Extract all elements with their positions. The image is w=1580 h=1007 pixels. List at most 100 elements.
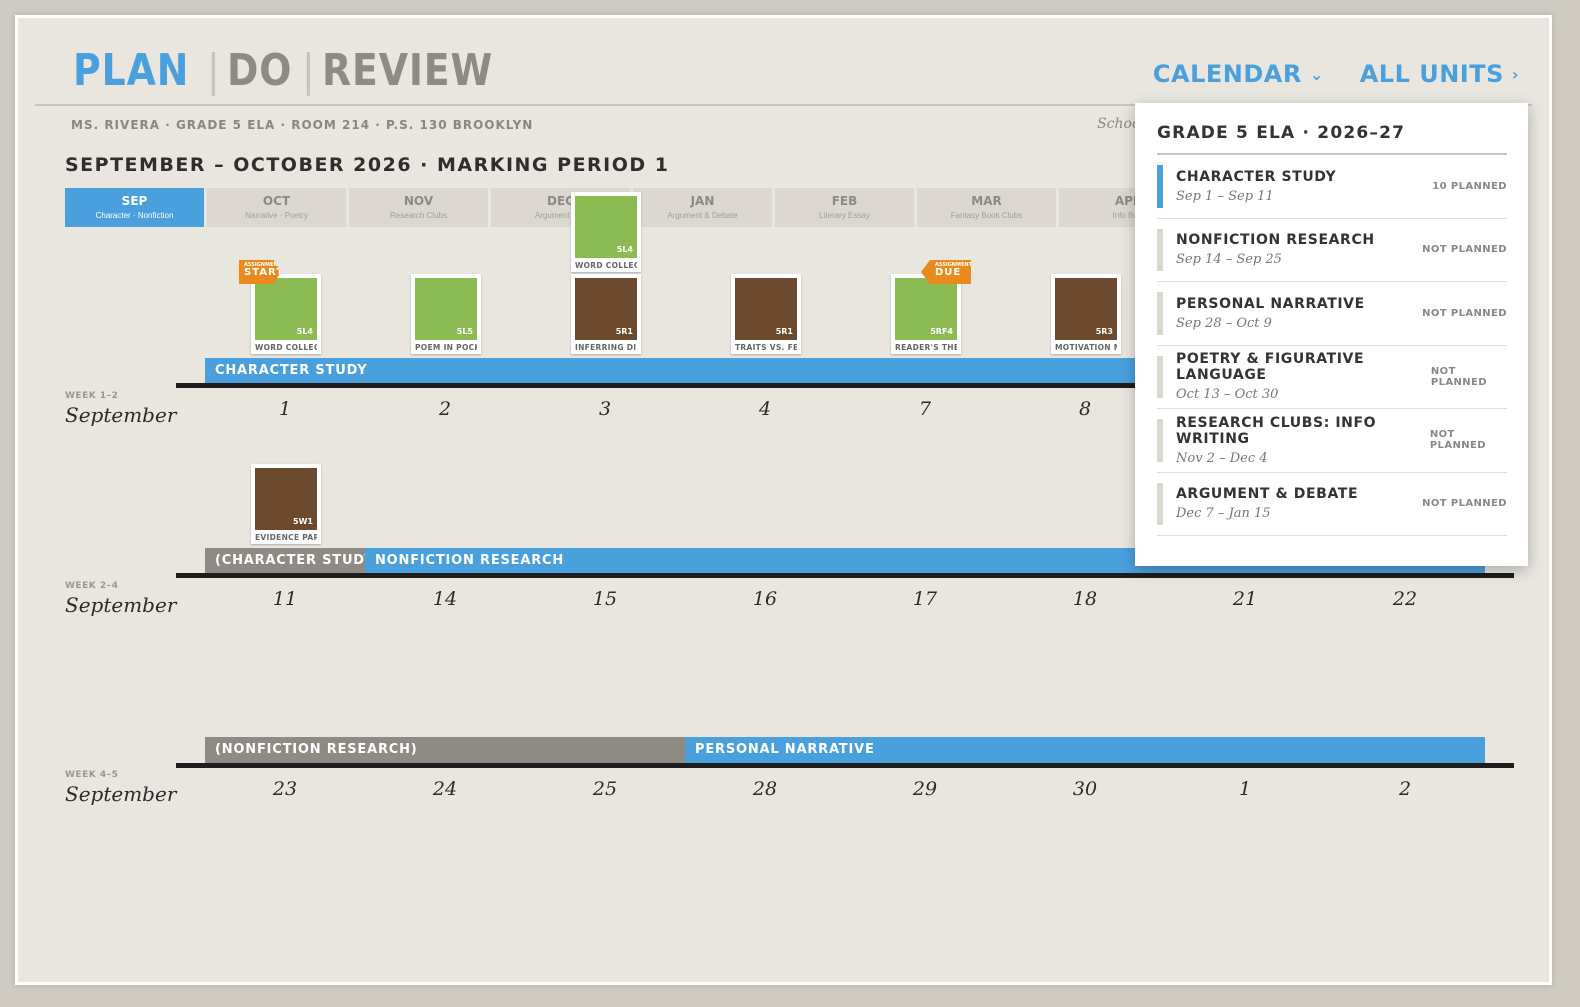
month-units: Literary Essay (819, 211, 870, 220)
standard-code: 5L5 (456, 327, 473, 336)
nav-divider: | (207, 44, 220, 96)
lesson-card[interactable]: 5RF4 READER'S THE... (891, 274, 961, 354)
unit-menu-item-research-clubs[interactable]: RESEARCH CLUBS: INFO WRITING Nov 2 – Dec… (1157, 409, 1507, 473)
month-name: OCT (262, 194, 291, 208)
day-number[interactable]: 23 (272, 778, 298, 800)
lesson-title: READER'S THE... (895, 343, 957, 352)
tab-do[interactable]: DO (227, 44, 293, 96)
day-number[interactable]: 29 (912, 778, 938, 800)
unit-name: POETRY & FIGURATIVE LANGUAGE (1176, 351, 1365, 384)
standard-code: 5R3 (1095, 327, 1113, 336)
day-number[interactable]: 1 (278, 398, 292, 420)
assignment-start-flag[interactable]: ASSIGNMENT START (239, 260, 281, 284)
lesson-card[interactable]: 5R1 INFERRING DI... (571, 274, 641, 354)
day-number[interactable]: 14 (432, 588, 458, 610)
unit-status: NOT PLANNED (1422, 307, 1507, 319)
unit-bar-character-study-continued[interactable]: (CHARACTER STUDY) (205, 548, 365, 574)
lesson-card[interactable]: 5W1 EVIDENCE PAR... (251, 464, 321, 544)
unit-bar-nonfiction-research-continued[interactable]: (NONFICTION RESEARCH) (205, 737, 685, 763)
day-number[interactable]: 22 (1392, 588, 1418, 610)
unit-menu-item-nonfiction-research[interactable]: NONFICTION RESEARCH Sep 14 – Sep 25 NOT … (1157, 219, 1507, 282)
standard-code: 5L4 (296, 327, 313, 336)
calendar-label: CALENDAR (1152, 60, 1302, 88)
month-tab-jan[interactable]: JAN Argument & Debate (633, 188, 772, 227)
day-number[interactable]: 24 (432, 778, 458, 800)
standard-code: 5R1 (775, 327, 793, 336)
header-divider (35, 104, 1532, 106)
unit-menu-item-personal-narrative[interactable]: PERSONAL NARRATIVE Sep 28 – Oct 9 NOT PL… (1157, 282, 1507, 346)
lesson-thumbnail: 5R1 (575, 278, 637, 340)
day-number[interactable]: 21 (1232, 588, 1258, 610)
unit-menu-item-character-study[interactable]: CHARACTER STUDY Sep 1 – Sep 11 10 PLANNE… (1157, 155, 1507, 219)
unit-status: NOT PLANNED (1429, 429, 1486, 452)
month-name: SEP (121, 194, 148, 208)
lesson-thumbnail: 5R3 (1055, 278, 1117, 340)
month-units: Fantasy Book Clubs (950, 211, 1023, 220)
standard-code: 5R1 (615, 327, 633, 336)
calendar-dropdown-button[interactable]: CALENDAR ⌄ (1153, 60, 1324, 88)
lesson-title: MOTIVATION M... (1055, 343, 1117, 352)
week-range-label: WEEK 1–2 (65, 391, 119, 401)
lesson-thumbnail: 5L5 (415, 278, 477, 340)
lesson-thumbnail: 5L4 (255, 278, 317, 340)
day-number[interactable]: 1 (1238, 778, 1252, 800)
lesson-thumbnail: 5R1 (735, 278, 797, 340)
unit-name: RESEARCH CLUBS: INFO WRITING (1176, 414, 1377, 447)
month-tab-nov[interactable]: NOV Research Clubs (349, 188, 488, 227)
day-number[interactable]: 30 (1072, 778, 1098, 800)
unit-menu-item-poetry[interactable]: POETRY & FIGURATIVE LANGUAGE Oct 13 – Oc… (1157, 346, 1507, 409)
month-name: JAN (690, 194, 715, 208)
month-tab-oct[interactable]: OCT Narrative · Poetry (207, 188, 346, 227)
unit-status: NOT PLANNED (1422, 244, 1507, 256)
unit-bar-personal-narrative[interactable]: PERSONAL NARRATIVE (685, 737, 1485, 763)
month-tab-sep[interactable]: SEP Character · Nonfiction (65, 188, 204, 227)
day-number[interactable]: 18 (1072, 588, 1098, 610)
month-units: Argument & ... (534, 211, 587, 220)
header-links: CALENDAR ⌄ ALL UNITS › (1153, 60, 1519, 88)
day-number[interactable]: 11 (272, 588, 298, 610)
day-number[interactable]: 8 (1078, 398, 1092, 420)
lesson-card[interactable]: 5R3 MOTIVATION M... (1051, 274, 1121, 354)
lesson-thumbnail: 5RF4 (895, 278, 957, 340)
day-number[interactable]: 28 (752, 778, 778, 800)
tab-plan[interactable]: PLAN (73, 44, 190, 96)
tab-review[interactable]: REVIEW (321, 44, 493, 96)
day-number[interactable]: 4 (758, 398, 772, 420)
month-tab-mar[interactable]: MAR Fantasy Book Clubs (917, 188, 1056, 227)
standard-code: 5RF4 (930, 327, 953, 336)
standard-code: 5W1 (293, 517, 313, 526)
all-units-link[interactable]: ALL UNITS › (1360, 60, 1519, 88)
day-number[interactable]: 2 (1398, 778, 1412, 800)
units-dropdown-menu: GRADE 5 ELA · 2026–27 CHARACTER STUDY Se… (1135, 103, 1528, 566)
unit-name: NONFICTION RESEARCH (1176, 232, 1375, 249)
day-number[interactable]: 25 (592, 778, 618, 800)
day-number[interactable]: 17 (912, 588, 938, 610)
unit-dates: Sep 28 – Oct 9 (1176, 315, 1272, 331)
lesson-thumbnail: 5L4 (575, 196, 637, 258)
month-tab-feb[interactable]: FEB Literary Essay (775, 188, 914, 227)
month-strip: SEP Character · Nonfiction OCT Narrative… (65, 188, 1198, 227)
flag-label: DUE (935, 267, 962, 278)
unit-status: 10 PLANNED (1432, 180, 1507, 192)
chevron-down-icon: ⌄ (1309, 64, 1324, 84)
lesson-card[interactable]: 5L4 WORD COLLEC... (571, 192, 641, 272)
lesson-card[interactable]: 5R1 TRAITS VS. FE... (731, 274, 801, 354)
day-number[interactable]: 7 (918, 398, 932, 420)
lesson-title: WORD COLLEC... (255, 343, 317, 352)
lesson-card[interactable]: 5L4 WORD COLLEC... (251, 274, 321, 354)
day-number[interactable]: 2 (438, 398, 452, 420)
month-name: FEB (831, 194, 858, 208)
week-range-label: WEEK 2–4 (65, 581, 119, 591)
week-month-label: September (65, 593, 177, 617)
day-number[interactable]: 16 (752, 588, 778, 610)
assignment-due-flag[interactable]: ASSIGNMENT DUE (921, 260, 971, 284)
day-number[interactable]: 15 (592, 588, 618, 610)
month-units: Info Bo... (1112, 211, 1145, 220)
day-number[interactable]: 3 (598, 398, 612, 420)
flag-label: START (244, 267, 285, 278)
unit-name: CHARACTER STUDY (1176, 168, 1337, 185)
lesson-card[interactable]: 5L5 POEM IN POCK... (411, 274, 481, 354)
week-baseline (176, 573, 1514, 578)
unit-menu-item-argument-debate[interactable]: ARGUMENT & DEBATE Dec 7 – Jan 15 NOT PLA… (1157, 473, 1507, 536)
week-month-label: September (65, 403, 177, 427)
